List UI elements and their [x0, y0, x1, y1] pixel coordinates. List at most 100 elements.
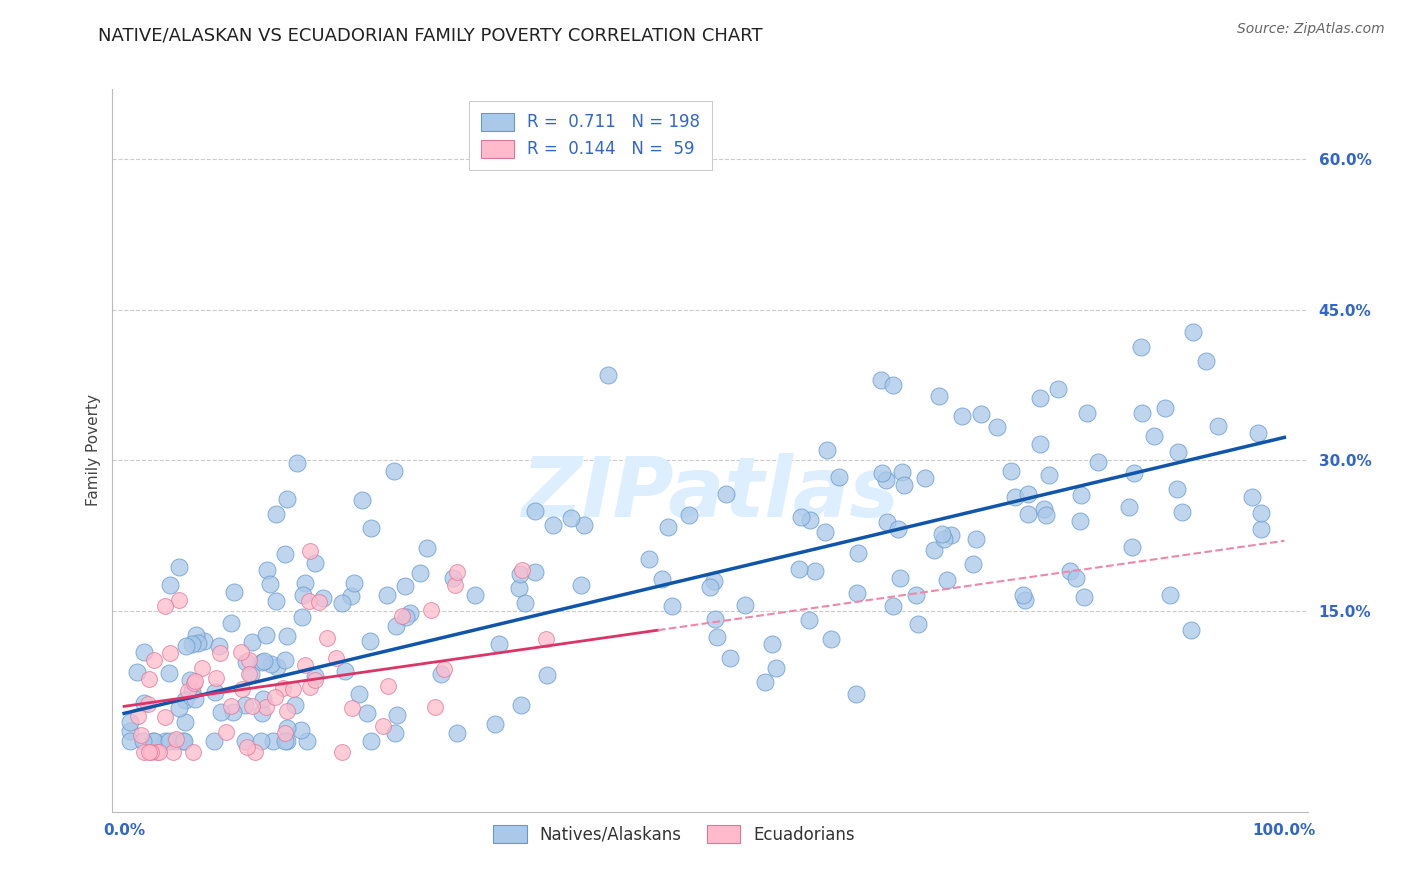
Point [433, 662, 456, 676]
Point [356, 706, 378, 720]
Point [1250, 522, 1272, 536]
Point [202, 734, 225, 748]
Point [274, 548, 297, 562]
Point [391, 608, 413, 623]
Point [138, 744, 160, 758]
Point [138, 672, 160, 686]
Point [262, 734, 284, 748]
Point [1059, 564, 1081, 578]
Point [508, 581, 530, 595]
Point [893, 478, 915, 492]
Point [184, 673, 207, 688]
Point [1247, 425, 1270, 440]
Point [159, 646, 181, 660]
Point [889, 571, 911, 585]
Point [238, 666, 260, 681]
Point [235, 655, 257, 669]
Point [510, 698, 533, 712]
Point [969, 407, 991, 421]
Point [273, 734, 295, 748]
Point [382, 464, 405, 478]
Point [343, 576, 366, 591]
Point [790, 510, 813, 524]
Point [395, 610, 418, 624]
Point [284, 698, 307, 712]
Point [134, 696, 156, 710]
Point [179, 673, 201, 688]
Point [734, 598, 756, 612]
Point [699, 580, 721, 594]
Point [315, 631, 337, 645]
Point [335, 664, 357, 678]
Point [789, 562, 811, 576]
Point [950, 409, 973, 423]
Point [209, 705, 232, 719]
Point [294, 658, 316, 673]
Point [986, 419, 1008, 434]
Point [238, 652, 260, 666]
Point [285, 456, 308, 470]
Point [240, 667, 263, 681]
Point [172, 734, 194, 748]
Point [935, 574, 957, 588]
Point [264, 593, 287, 607]
Point [222, 705, 245, 719]
Point [678, 508, 700, 522]
Point [815, 443, 838, 458]
Point [174, 693, 197, 707]
Point [1130, 340, 1153, 354]
Point [1073, 590, 1095, 604]
Point [219, 615, 242, 630]
Point [235, 698, 257, 712]
Point [259, 576, 281, 591]
Point [443, 571, 465, 585]
Point [965, 532, 987, 546]
Point [263, 690, 285, 705]
Point [231, 681, 253, 696]
Point [845, 687, 868, 701]
Point [143, 734, 166, 748]
Point [233, 734, 256, 748]
Point [231, 645, 253, 659]
Point [872, 467, 894, 481]
Point [1035, 508, 1057, 523]
Point [1038, 468, 1060, 483]
Point [292, 588, 315, 602]
Point [325, 651, 347, 665]
Point [360, 521, 382, 535]
Point [180, 684, 202, 698]
Point [484, 717, 506, 731]
Point [1018, 487, 1040, 501]
Point [1167, 444, 1189, 458]
Point [651, 572, 673, 586]
Point [907, 616, 929, 631]
Point [141, 744, 163, 758]
Point [134, 744, 156, 758]
Point [208, 646, 231, 660]
Point [142, 734, 165, 748]
Point [510, 563, 533, 577]
Point [235, 739, 257, 754]
Point [360, 734, 382, 748]
Point [761, 637, 783, 651]
Point [250, 734, 273, 748]
Point [256, 563, 278, 577]
Point [169, 593, 191, 607]
Point [340, 589, 363, 603]
Point [254, 628, 277, 642]
Point [828, 470, 851, 484]
Y-axis label: Family Poverty: Family Poverty [86, 394, 101, 507]
Point [146, 744, 169, 758]
Point [1047, 382, 1070, 396]
Point [1153, 401, 1175, 415]
Point [1004, 490, 1026, 504]
Point [1206, 418, 1229, 433]
Point [425, 699, 447, 714]
Point [657, 520, 679, 534]
Point [524, 565, 547, 579]
Point [703, 574, 725, 589]
Point [1087, 454, 1109, 468]
Point [1121, 540, 1143, 554]
Point [1028, 437, 1050, 451]
Point [165, 731, 187, 746]
